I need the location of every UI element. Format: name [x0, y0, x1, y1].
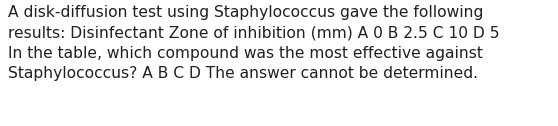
Text: A disk-diffusion test using Staphylococcus gave the following
results: Disinfect: A disk-diffusion test using Staphylococc… — [8, 5, 500, 81]
